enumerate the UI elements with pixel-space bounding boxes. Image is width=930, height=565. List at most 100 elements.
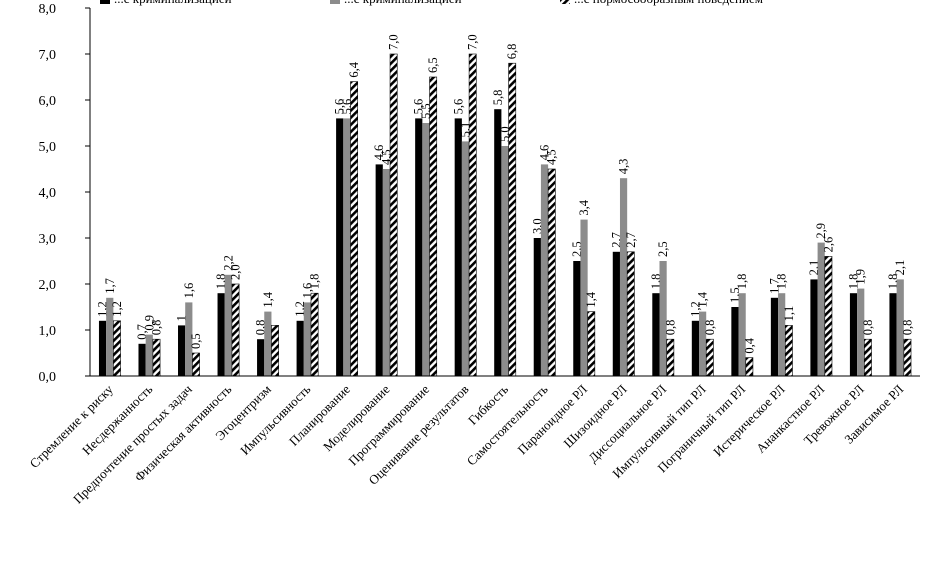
bar (626, 251, 635, 377)
bar (145, 334, 153, 376)
legend-label: ...с нормосообразным поведением (574, 0, 763, 6)
x-category-label: Несдержанность (79, 381, 155, 457)
bar (691, 320, 700, 376)
bar (659, 261, 667, 376)
bar (264, 311, 272, 376)
data-label: 1,8 (308, 274, 322, 290)
data-label: 2,5 (656, 241, 670, 257)
bar-group: 1,51,8 0,4 (728, 274, 756, 377)
bar-group: 1,71,8 1,1 (767, 274, 796, 377)
y-axis: 0,0 1,0 2,0 3,0 4,0 5,0 6,0 7,0 8,0 (39, 2, 91, 385)
data-label: 2,9 (814, 223, 828, 239)
bar (113, 320, 121, 377)
bar (864, 338, 872, 377)
bar (152, 338, 161, 377)
bar-group: 2,5 3,4 1,4 (570, 199, 598, 377)
data-label: 1,2 (688, 301, 702, 317)
data-label: 3,0 (530, 218, 544, 234)
data-label: 0,8 (254, 320, 268, 336)
y-tick-label: 6,0 (39, 94, 57, 109)
bar (178, 325, 186, 376)
data-label: 2,1 (807, 260, 821, 276)
y-tick-label: 8,0 (39, 2, 57, 17)
bar (422, 123, 430, 376)
data-label: 7,0 (466, 34, 480, 50)
bar (429, 76, 438, 377)
data-label: 1,8 (649, 274, 663, 290)
bar (612, 251, 620, 376)
data-label: 1,2 (96, 301, 110, 317)
legend-swatch (560, 0, 570, 4)
data-label: 2,5 (570, 241, 584, 257)
data-label: 7,0 (387, 34, 401, 50)
bar (587, 311, 596, 377)
bar (738, 293, 746, 376)
legend-item: ...с криминализацией (330, 0, 462, 6)
legend-swatch (100, 0, 110, 4)
bar-group: 0,8 1,4 (254, 291, 279, 377)
bar (573, 261, 581, 376)
data-label: 1,2 (293, 301, 307, 317)
bar-group: 1,82,1 0,8 (886, 260, 914, 377)
data-label: 4,6 (372, 145, 386, 161)
bar (310, 292, 319, 377)
data-label: 1 (175, 315, 189, 321)
bar (619, 178, 628, 376)
data-label: 1,8 (214, 274, 228, 290)
x-category-label: Параноидное РЛ (514, 381, 590, 457)
data-label: 0,7 (135, 324, 149, 340)
bar (296, 320, 304, 376)
data-label: 1,8 (886, 274, 900, 290)
x-category-label: Истерическое РЛ (710, 381, 788, 459)
bar-group: 5,65,56,5 (412, 57, 440, 377)
bar-group: 1,8 2,5 0,8 (649, 241, 677, 377)
data-label: 1,7 (103, 278, 117, 294)
bar-group: 5,65,66,4 (333, 61, 361, 377)
bar (817, 242, 825, 376)
bar (547, 168, 556, 377)
data-label: 2,7 (609, 232, 623, 248)
data-label: 0,8 (149, 320, 163, 336)
bar (857, 288, 865, 376)
y-tick-label: 7,0 (39, 48, 57, 63)
legend-swatch (330, 0, 340, 4)
data-label: 0,8 (663, 320, 677, 336)
data-label: 1,7 (767, 278, 781, 294)
bar-group: 1,21,4 0,8 (688, 291, 717, 377)
data-label: 1,5 (728, 287, 742, 303)
legend-item: ...с нормосообразным поведением (560, 0, 763, 6)
chart-legend: ...с криминализацией ...с криминализацией… (100, 0, 763, 6)
data-label: 1,6 (182, 283, 196, 299)
bar (731, 307, 739, 376)
bar (896, 279, 904, 376)
bar (778, 293, 786, 376)
bar (494, 109, 502, 376)
bar (106, 297, 114, 376)
bar (98, 320, 107, 376)
bar-group: 3,0 4,64,5 (530, 145, 559, 377)
data-label: 0,5 (189, 333, 203, 349)
data-label: 2,7 (624, 232, 638, 248)
bar (652, 293, 660, 376)
bar-group: 2,7 4,3 2,7 (609, 159, 638, 377)
y-tick-label: 4,0 (39, 186, 57, 201)
y-tick-label: 2,0 (39, 278, 57, 293)
bar (375, 164, 383, 376)
bar-group: 1,8 2,22,0 (214, 255, 243, 377)
y-tick-label: 0,0 (39, 370, 57, 385)
bar (185, 302, 193, 376)
bar-group: 5,65,17,0 (451, 34, 480, 377)
bar (810, 279, 818, 376)
bar (508, 62, 517, 377)
y-tick-label: 1,0 (39, 324, 57, 339)
bar-group: 1,21,61,8 (293, 274, 322, 377)
bar (468, 53, 477, 377)
data-label: 0,8 (900, 320, 914, 336)
data-label: 1,4 (696, 291, 710, 307)
data-label: 3,4 (577, 199, 591, 215)
bar-group: 4,64,57,0 (372, 34, 401, 377)
data-label: 1,8 (847, 274, 861, 290)
bars-group: 1,21,71,20,70,90,811,60,51,82,22,00,81,4… (96, 34, 914, 377)
bar-group: 2,1 2,92,6 (807, 223, 835, 377)
